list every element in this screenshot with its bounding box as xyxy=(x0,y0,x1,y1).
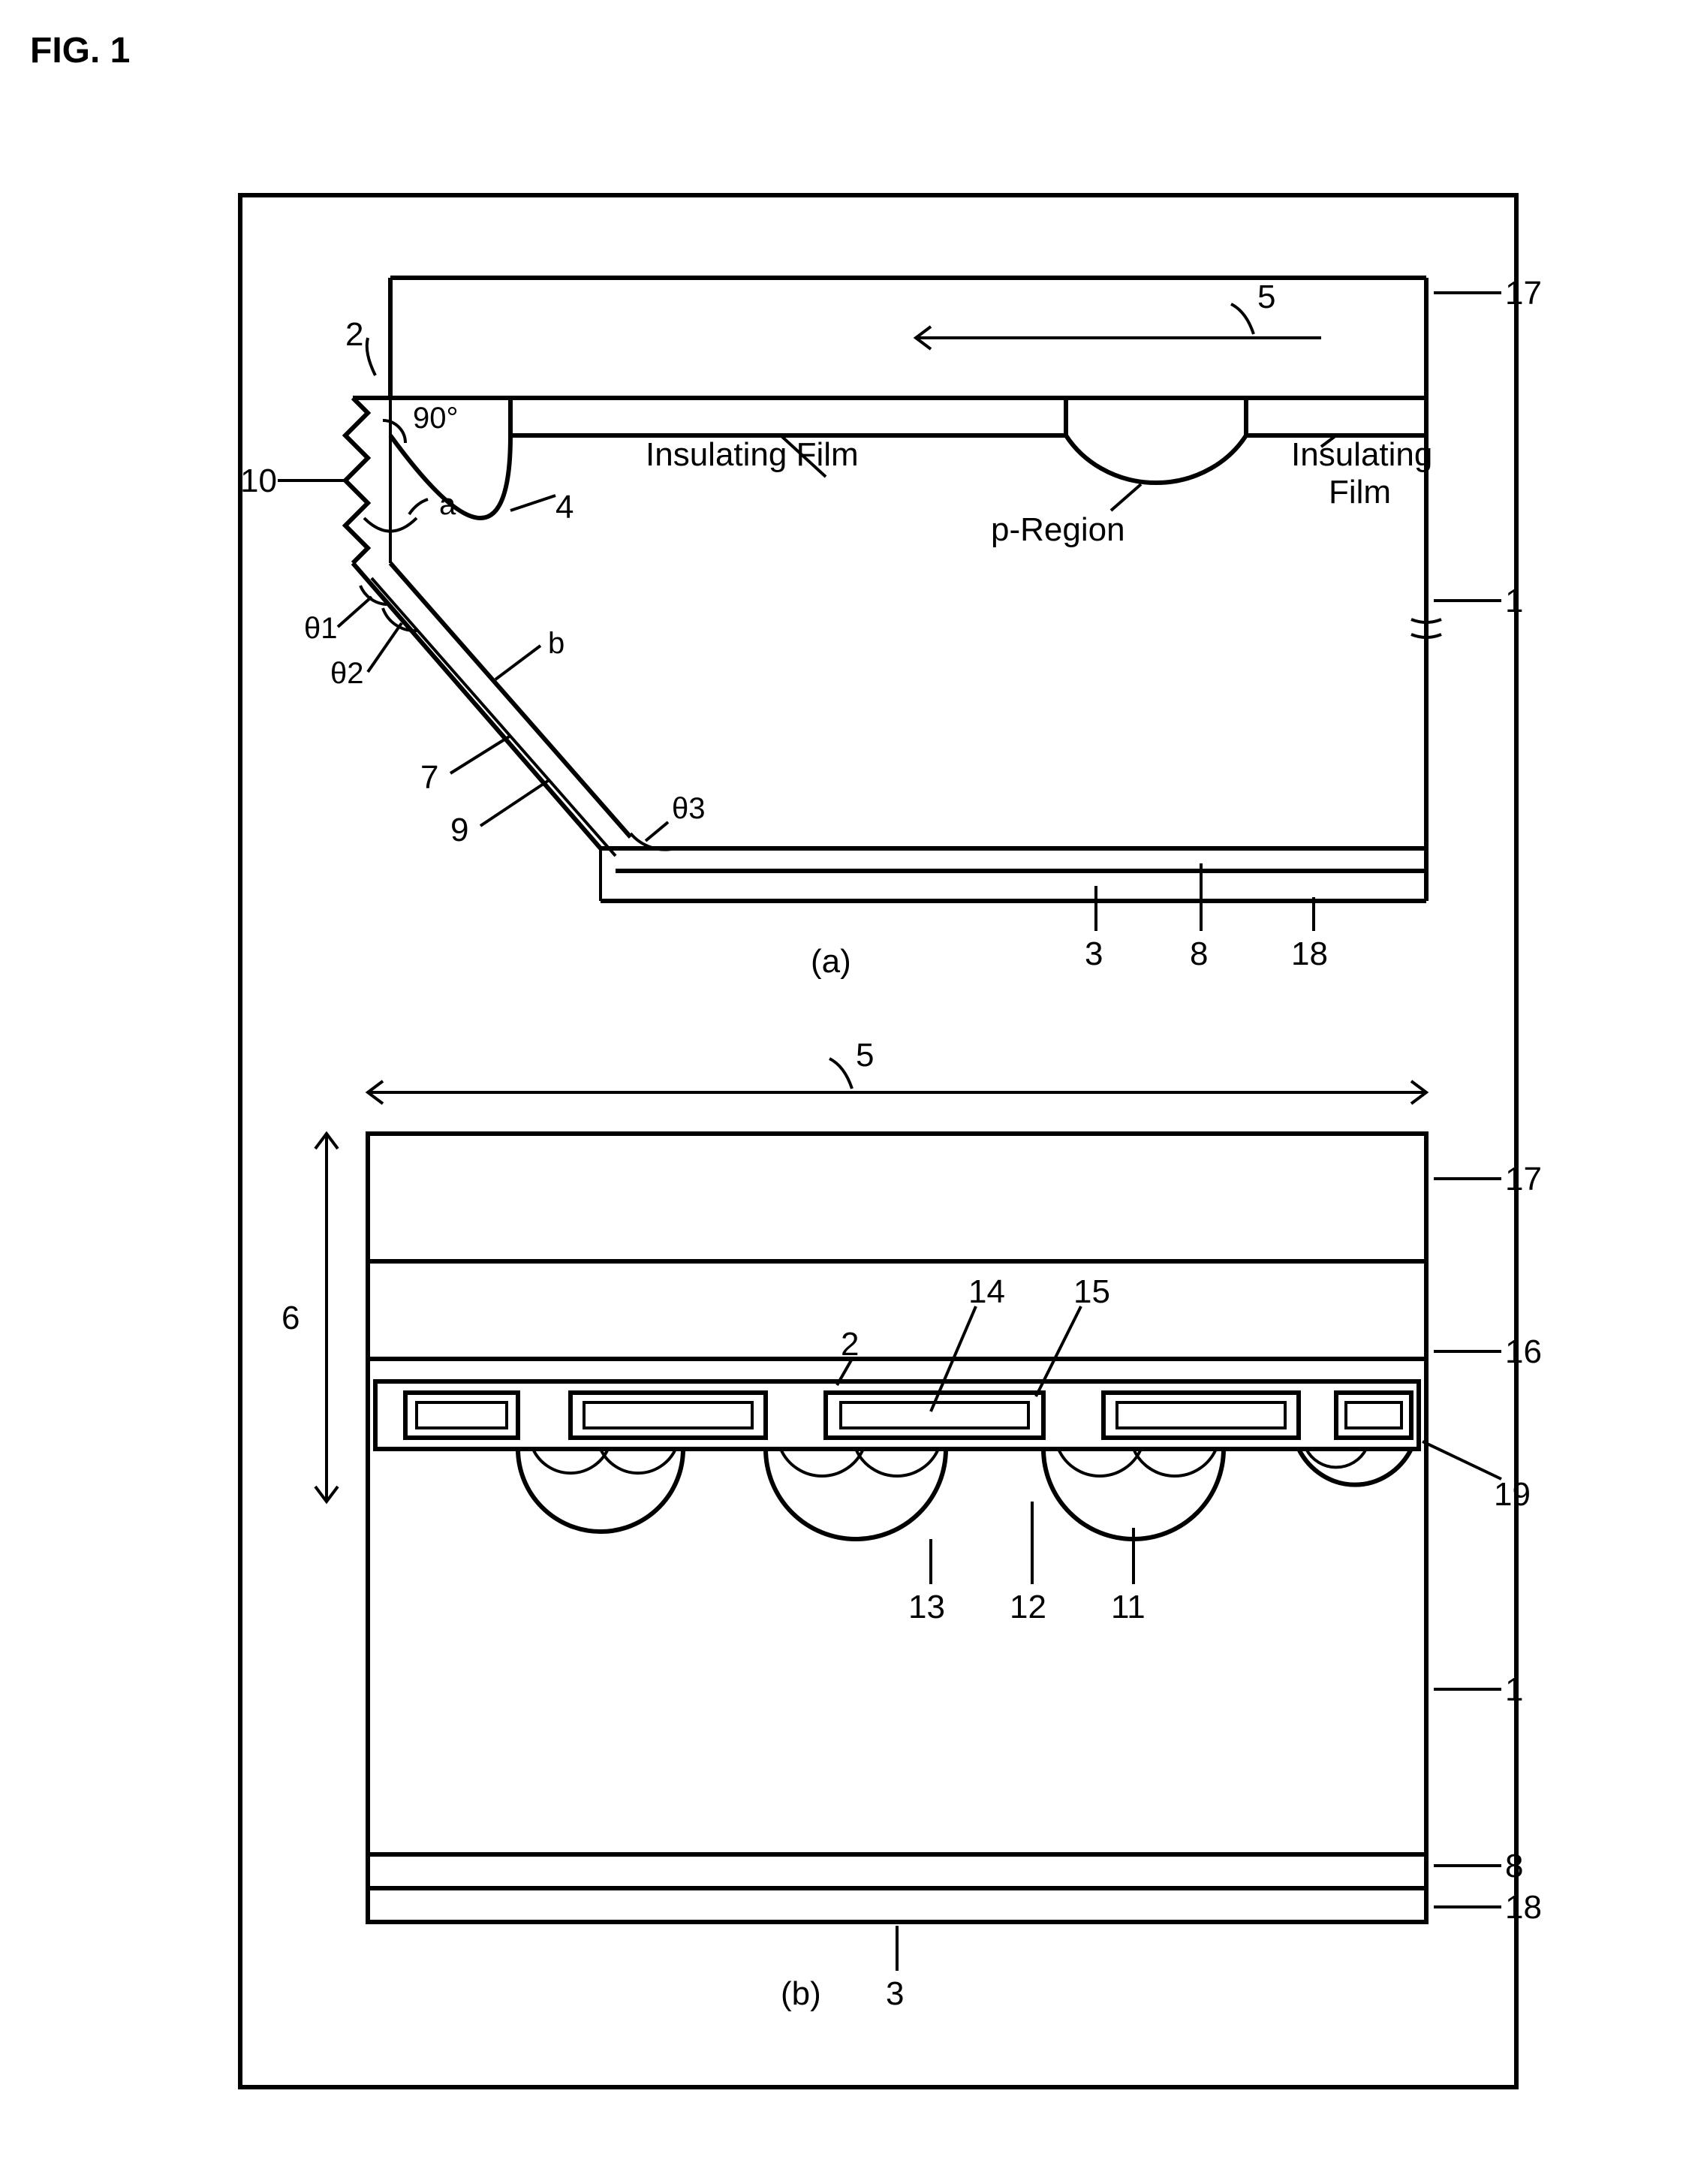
ref-14b: 14 xyxy=(968,1273,1005,1310)
figure-label: FIG. 1 xyxy=(30,30,130,71)
ref-17a: 17 xyxy=(1505,275,1542,312)
ref-12b: 12 xyxy=(1010,1589,1046,1625)
ref-18b: 18 xyxy=(1505,1889,1542,1926)
page: FIG. 1 5 17 Insulating Film Insu xyxy=(30,30,1668,2154)
label-a: a xyxy=(439,488,456,521)
ref-2a: 2 xyxy=(345,316,363,353)
ref-3b: 3 xyxy=(886,1975,904,2012)
panel-a: 5 17 Insulating Film Insulating Film p-R… xyxy=(240,275,1542,980)
label-insfilm-left: Insulating Film xyxy=(646,436,859,473)
label-theta1: θ1 xyxy=(304,612,338,645)
label-90: 90° xyxy=(413,402,459,435)
ref-13b: 13 xyxy=(908,1589,945,1625)
ref-5a: 5 xyxy=(1257,279,1275,315)
label-b: b xyxy=(548,627,564,660)
ref-16b: 16 xyxy=(1505,1333,1542,1370)
ref-15b: 15 xyxy=(1073,1273,1110,1310)
ref-6b: 6 xyxy=(281,1300,300,1336)
ref-5b: 5 xyxy=(856,1037,874,1074)
ref-3a: 3 xyxy=(1085,935,1103,972)
label-insfilm-right-l2: Film xyxy=(1329,474,1391,511)
ref-1a: 1 xyxy=(1505,583,1523,619)
panel-b-label: (b) xyxy=(781,1975,821,2012)
ref-2b: 2 xyxy=(841,1326,859,1363)
label-theta2: θ2 xyxy=(330,657,364,690)
ref-1b: 1 xyxy=(1505,1671,1523,1708)
ref-8b: 8 xyxy=(1505,1848,1523,1884)
ref-11b: 11 xyxy=(1111,1589,1146,1625)
panel-a-label: (a) xyxy=(811,943,851,980)
panel-b: 5 6 xyxy=(281,1037,1542,2012)
label-pregion: p-Region xyxy=(991,511,1125,548)
ref-7a: 7 xyxy=(420,759,438,796)
ref-18a: 18 xyxy=(1291,935,1328,972)
ref-9a: 9 xyxy=(450,812,468,848)
ref-19b: 19 xyxy=(1494,1476,1531,1513)
label-insfilm-right-l1: Insulating xyxy=(1291,436,1432,473)
ref-8a: 8 xyxy=(1190,935,1208,972)
outer-frame xyxy=(240,195,1516,2087)
label-theta3: θ3 xyxy=(672,792,706,825)
ref-10a: 10 xyxy=(240,462,277,499)
diagram-svg: 5 17 Insulating Film Insulating Film p-R… xyxy=(30,30,1668,2154)
ref-4a: 4 xyxy=(555,489,574,526)
ref-17b: 17 xyxy=(1505,1161,1542,1197)
